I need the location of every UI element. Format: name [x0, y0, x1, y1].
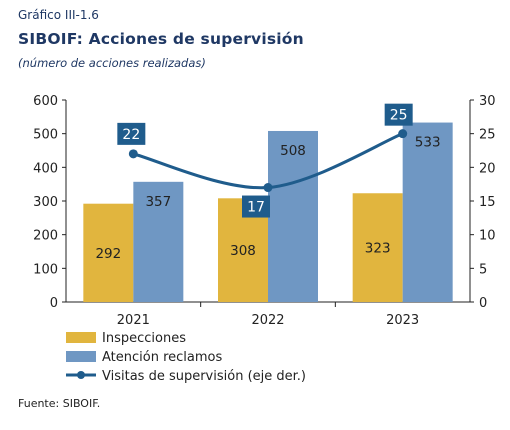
legend-label-atencion-reclamos: Atención reclamos: [102, 350, 222, 365]
y-left-tick-label: 500: [33, 128, 58, 143]
data-label-inspecciones: 308: [230, 243, 256, 259]
x-tick-label: 2023: [386, 313, 419, 328]
y-right-tick-label: 20: [479, 161, 496, 176]
chart-title: SIBOIF: Acciones de supervisión: [18, 30, 304, 48]
data-label-atencion-reclamos: 357: [145, 194, 171, 210]
bar-inspecciones: [83, 203, 134, 302]
line-point-visitas: [398, 129, 408, 139]
data-label-atencion-reclamos: 533: [415, 135, 441, 151]
bar-atencion-reclamos: [268, 130, 318, 302]
bar-atencion-reclamos: [402, 122, 453, 302]
y-right-tick-label: 5: [479, 262, 487, 277]
y-left-tick-label: 400: [33, 161, 58, 176]
legend-swatch-atencion-reclamos: [66, 351, 96, 362]
data-label-box-visitas: [242, 195, 270, 218]
y-left-tick-label: 600: [33, 94, 58, 109]
bar-inspecciones: [352, 193, 403, 302]
data-label-visitas: 25: [390, 108, 408, 124]
data-label-inspecciones: 292: [95, 246, 121, 262]
legend-label-inspecciones: Inspecciones: [102, 331, 186, 346]
y-right-tick-label: 30: [479, 94, 496, 109]
y-left-tick-label: 0: [50, 296, 58, 311]
data-label-visitas: 17: [247, 200, 265, 216]
bar-atencion-reclamos: [133, 181, 184, 302]
line-point-visitas: [263, 183, 273, 193]
data-label-box-visitas: [384, 103, 413, 126]
y-right-tick-label: 10: [479, 229, 496, 244]
y-right-tick-label: 0: [479, 296, 487, 311]
source-note: Fuente: SIBOIF.: [18, 397, 101, 410]
data-label-atencion-reclamos: 508: [280, 143, 306, 159]
y-left-tick-label: 200: [33, 229, 58, 244]
legend-marker-visitas: [77, 371, 85, 379]
x-tick-label: 2021: [117, 313, 150, 328]
chart-subtitle: (número de acciones realizadas): [18, 56, 206, 70]
y-left-tick-label: 300: [33, 195, 58, 210]
legend-swatch-inspecciones: [66, 332, 96, 343]
x-tick-label: 2022: [251, 313, 284, 328]
y-right-tick-label: 15: [479, 195, 496, 210]
figure-label: Gráfico III-1.6: [18, 8, 99, 22]
y-left-tick-label: 100: [33, 262, 58, 277]
data-label-box-visitas: [117, 122, 146, 145]
legend-label-visitas: Visitas de supervisión (eje der.): [102, 369, 306, 384]
y-right-tick-label: 25: [479, 128, 496, 143]
line-point-visitas: [128, 149, 138, 159]
data-label-inspecciones: 323: [365, 241, 391, 257]
data-label-visitas: 22: [122, 127, 140, 143]
